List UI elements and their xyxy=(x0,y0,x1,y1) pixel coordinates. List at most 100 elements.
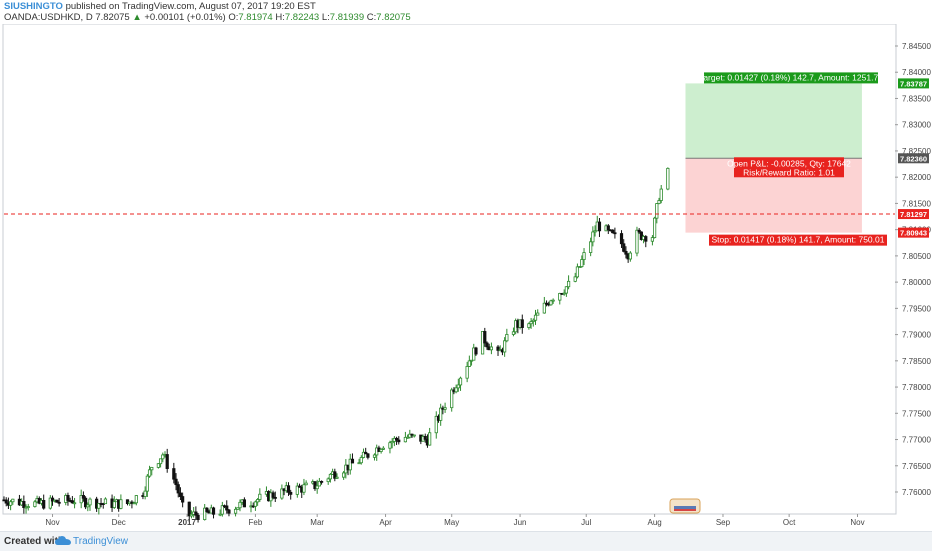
candle xyxy=(390,438,394,449)
candle xyxy=(271,490,275,500)
svg-text:7.82360: 7.82360 xyxy=(900,154,927,163)
candle xyxy=(147,465,152,478)
svg-text:7.83787: 7.83787 xyxy=(900,79,927,88)
candle xyxy=(187,501,191,523)
y-tick-label: 7.77500 xyxy=(902,409,931,418)
candle xyxy=(26,503,30,511)
candle xyxy=(304,480,308,486)
candle xyxy=(578,266,582,268)
y-tick-label: 7.83500 xyxy=(902,94,931,103)
candle xyxy=(366,453,370,460)
candle xyxy=(97,502,101,515)
candle xyxy=(467,355,471,368)
candle xyxy=(650,235,655,246)
footer-bar: Created with TradingView xyxy=(0,531,932,551)
candle xyxy=(666,167,670,191)
candle xyxy=(505,328,509,343)
ohlc-legend: OANDA:USDHKD, D 7.82075 ▲ +0.00101 (+0.0… xyxy=(4,12,411,23)
candle xyxy=(289,489,293,500)
candle xyxy=(458,376,463,391)
candle xyxy=(158,458,163,468)
candle xyxy=(88,497,92,511)
price-badge: 7.81297 xyxy=(898,209,929,220)
candle xyxy=(33,500,37,508)
candle xyxy=(227,508,231,517)
x-tick-label: Jun xyxy=(514,518,527,527)
candle xyxy=(348,453,352,475)
author-link[interactable]: SIUSHINGTO xyxy=(4,1,63,12)
candle xyxy=(86,502,90,512)
y-tick-label: 7.78500 xyxy=(902,357,931,366)
target-zone[interactable] xyxy=(685,83,862,159)
candle xyxy=(103,497,108,505)
candle xyxy=(637,228,641,234)
close-label: C: xyxy=(366,12,377,23)
candle xyxy=(655,203,659,224)
candle xyxy=(542,296,546,314)
candle xyxy=(11,498,15,505)
candle xyxy=(101,502,105,509)
x-tick-label: Dec xyxy=(112,518,126,527)
x-tick-label: Aug xyxy=(647,518,661,527)
candle xyxy=(203,503,207,521)
candle xyxy=(174,473,178,491)
svg-text:Stop: 0.01417 (0.18%) 141.7, A: Stop: 0.01417 (0.18%) 141.7, Amount: 750… xyxy=(712,235,885,245)
candle xyxy=(397,436,401,445)
candle xyxy=(9,499,13,511)
candle xyxy=(297,483,302,488)
candle xyxy=(302,478,306,496)
svg-text:7.81297: 7.81297 xyxy=(900,210,927,219)
last-price: 7.82075 xyxy=(95,12,130,23)
candle xyxy=(659,185,663,204)
candle xyxy=(454,384,458,394)
candle xyxy=(313,481,317,491)
candle xyxy=(364,447,368,455)
candle xyxy=(456,378,460,392)
candle xyxy=(79,489,83,509)
candle xyxy=(485,341,489,350)
candle xyxy=(319,480,324,485)
candle xyxy=(145,474,149,497)
tradingview-cloud-icon[interactable] xyxy=(55,535,71,546)
candle xyxy=(181,492,185,508)
candle xyxy=(531,318,535,327)
candle xyxy=(628,251,632,262)
x-tick-label: Oct xyxy=(783,518,796,527)
candle xyxy=(178,487,183,500)
high-label: H: xyxy=(275,12,285,23)
candle xyxy=(220,501,224,517)
price-chart[interactable]: Target: 0.01427 (0.18%) 142.7, Amount: 1… xyxy=(0,24,932,531)
candle xyxy=(564,286,568,297)
y-tick-label: 7.76500 xyxy=(902,462,931,471)
candle xyxy=(423,433,427,443)
candle xyxy=(606,224,610,235)
price-badge: 7.83787 xyxy=(898,78,929,89)
candle xyxy=(653,216,657,239)
candle xyxy=(211,506,216,519)
symbol-label: OANDA:USDHKD, D xyxy=(4,12,93,23)
candle xyxy=(388,440,392,454)
candle xyxy=(238,499,242,512)
tradingview-watermark-icon xyxy=(669,498,701,514)
candle xyxy=(580,255,584,268)
candle xyxy=(189,510,194,519)
low-label: L: xyxy=(321,12,330,23)
candle xyxy=(549,299,553,306)
candle xyxy=(496,345,500,356)
candle xyxy=(624,246,628,259)
candle xyxy=(280,484,284,500)
tradingview-brand-link[interactable]: TradingView xyxy=(73,536,129,547)
y-tick-label: 7.79000 xyxy=(902,331,931,340)
y-tick-label: 7.79500 xyxy=(902,304,931,313)
candle xyxy=(165,448,169,473)
candle xyxy=(483,327,487,347)
x-tick-label: Apr xyxy=(379,518,392,527)
y-tick-label: 7.80500 xyxy=(902,252,931,261)
y-tick-label: 7.83000 xyxy=(902,121,931,130)
candle xyxy=(408,429,412,439)
stop-label: Stop: 0.01417 (0.18%) 141.7, Amount: 750… xyxy=(709,234,887,246)
target-label: Target: 0.01427 (0.18%) 142.7, Amount: 1… xyxy=(699,72,883,84)
price-badge: 7.82360 xyxy=(898,153,929,164)
candle xyxy=(434,411,438,439)
candle xyxy=(503,337,507,357)
